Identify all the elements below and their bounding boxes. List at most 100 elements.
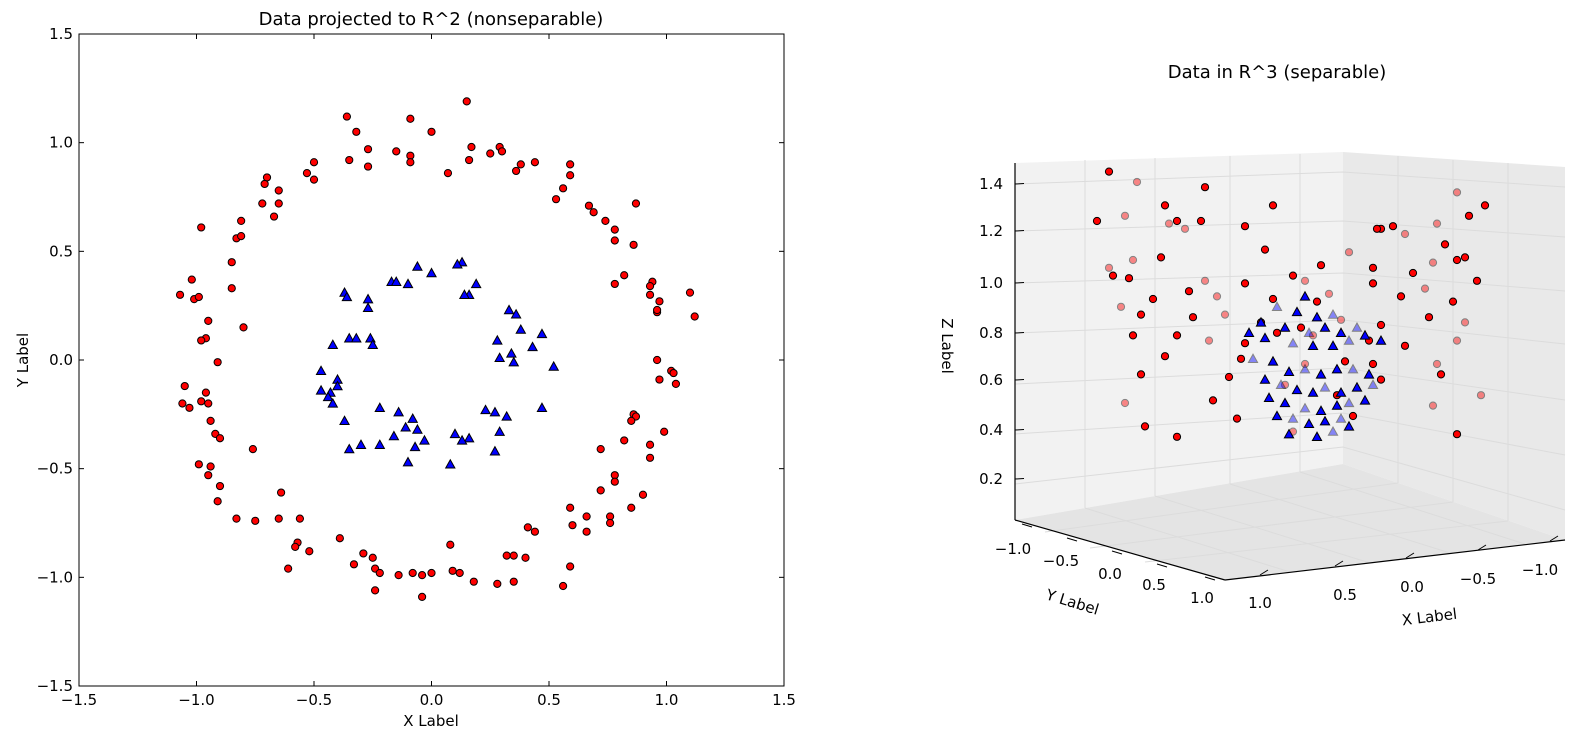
z-tick-label: 1.0	[979, 274, 1003, 292]
outer-ring-3d-point	[1116, 302, 1126, 311]
outer-ring-3d-point	[1268, 201, 1278, 210]
outer-ring-point	[180, 381, 189, 391]
x3-tick-label: −0.5	[1460, 570, 1496, 588]
z-tick-label: 0.4	[979, 421, 1003, 439]
outer-ring-point	[215, 481, 225, 491]
outer-ring-point	[521, 553, 530, 562]
outer-ring-point	[274, 514, 283, 523]
inner-ring-3d-point	[1351, 321, 1363, 332]
inner-ring-3d-point	[1287, 412, 1299, 423]
outer-ring-point	[185, 403, 194, 412]
outer-ring-point	[655, 297, 664, 306]
outer-ring-3d-point	[1452, 188, 1462, 197]
outer-ring-3d-point	[1388, 222, 1398, 231]
inner-ring-3d-point	[1331, 399, 1343, 410]
chart-2d-ticks: −1.5 −1.0 −0.5 0.0 0.5 1.0 1.5 −1.5 −1.0 −0.5 0.0 0…	[37, 25, 796, 709]
inner-ring-point	[411, 260, 423, 271]
inner-ring-3d-point	[1303, 327, 1315, 337]
inner-ring-3d-point	[1319, 381, 1331, 392]
inner-ring-point	[343, 443, 355, 454]
outer-ring-3d-point	[1272, 328, 1282, 337]
outer-ring-point	[601, 216, 610, 226]
inner-ring-point	[402, 456, 414, 467]
outer-ring-3d-point	[1408, 268, 1418, 278]
outer-ring-point	[258, 199, 267, 208]
inner-ring-point	[536, 402, 548, 412]
outer-ring-point	[204, 399, 213, 408]
outer-ring-3d-point	[1400, 341, 1410, 350]
outer-ring-point	[596, 486, 605, 495]
inner-ring-3d-point	[1291, 306, 1303, 317]
outer-ring-point	[345, 155, 354, 165]
inner-ring-point	[362, 302, 374, 313]
outer-ring-3d-point	[1396, 292, 1406, 301]
outer-ring-point	[685, 288, 695, 297]
inner-ring-point	[451, 258, 463, 269]
outer-ring-3d-point	[1312, 297, 1322, 306]
inner-ring-point	[456, 434, 468, 445]
outer-ring-point	[371, 586, 380, 595]
outer-ring-3d-point	[1300, 276, 1310, 285]
outer-ring-3d-point	[1172, 331, 1182, 340]
z-tick-mark	[1014, 183, 1025, 185]
outer-ring-point	[295, 514, 304, 523]
chart-3d-grid	[1014, 154, 1566, 573]
inner-ring-3d-point	[1367, 379, 1379, 389]
outer-ring-point	[509, 577, 518, 586]
outer-ring-point	[213, 497, 222, 506]
inner-ring-point	[332, 380, 343, 391]
inner-ring-3d-point	[1255, 316, 1267, 327]
y3-tick-label: 0.5	[1142, 576, 1166, 594]
outer-ring-point	[582, 512, 591, 521]
inner-ring-3d-point	[1359, 329, 1371, 340]
outer-ring-point	[627, 416, 636, 425]
x3-tick-label: 0.0	[1400, 578, 1424, 596]
outer-ring-point	[274, 186, 283, 195]
y-tick-label: 0.5	[49, 242, 73, 260]
outer-ring-3d-point	[1476, 391, 1486, 400]
chart-3d-points	[1092, 167, 1490, 441]
chart-3d-axis-lines	[1014, 163, 1566, 581]
outer-ring-point	[291, 542, 300, 552]
outer-ring-point	[237, 216, 246, 226]
outer-ring-point	[260, 179, 269, 189]
outer-ring-point	[653, 355, 662, 365]
y3-tick-mark	[1066, 537, 1078, 542]
inner-ring-point	[510, 308, 522, 319]
outer-ring-point	[486, 149, 495, 158]
outer-ring-point	[631, 199, 641, 208]
outer-ring-point	[309, 175, 319, 184]
inner-ring-point	[390, 276, 402, 286]
inner-ring-3d-point	[1271, 410, 1283, 421]
outer-ring-3d-point	[1184, 287, 1194, 296]
inner-ring-3d-point	[1363, 368, 1375, 379]
y3-tick-mark	[1021, 523, 1033, 528]
y3-tick-label: 1.0	[1190, 589, 1214, 607]
outer-ring-point	[248, 445, 257, 454]
outer-ring-point	[462, 97, 471, 106]
outer-ring-3d-point	[1432, 219, 1442, 228]
inner-ring-3d-point	[1275, 379, 1287, 389]
inner-ring-3d-point	[1311, 431, 1323, 441]
y3-tick-label: 0.0	[1098, 565, 1122, 583]
inner-ring-3d-point	[1299, 402, 1311, 413]
outer-ring-point	[606, 518, 615, 528]
outer-ring-3d-point	[1172, 432, 1182, 441]
outer-ring-3d-point	[1460, 253, 1470, 262]
x-tick-label: −0.5	[296, 691, 332, 709]
inner-ring-point	[341, 291, 353, 302]
outer-ring-point	[392, 147, 401, 156]
z-tick-label: 0.8	[979, 324, 1003, 342]
outer-ring-point	[645, 290, 655, 299]
outer-ring-point	[375, 568, 384, 578]
z-tick-mark	[1014, 429, 1025, 431]
inner-ring-point	[503, 304, 515, 315]
outer-ring-3d-point	[1092, 216, 1102, 226]
outer-ring-3d-point	[1288, 271, 1298, 280]
outer-ring-point	[671, 379, 681, 389]
outer-ring-3d-point	[1316, 261, 1326, 270]
outer-ring-3d-point	[1120, 398, 1130, 408]
inner-ring-point	[367, 339, 379, 349]
inner-ring-3d-point	[1283, 428, 1295, 439]
inner-ring-3d-point	[1347, 363, 1359, 374]
